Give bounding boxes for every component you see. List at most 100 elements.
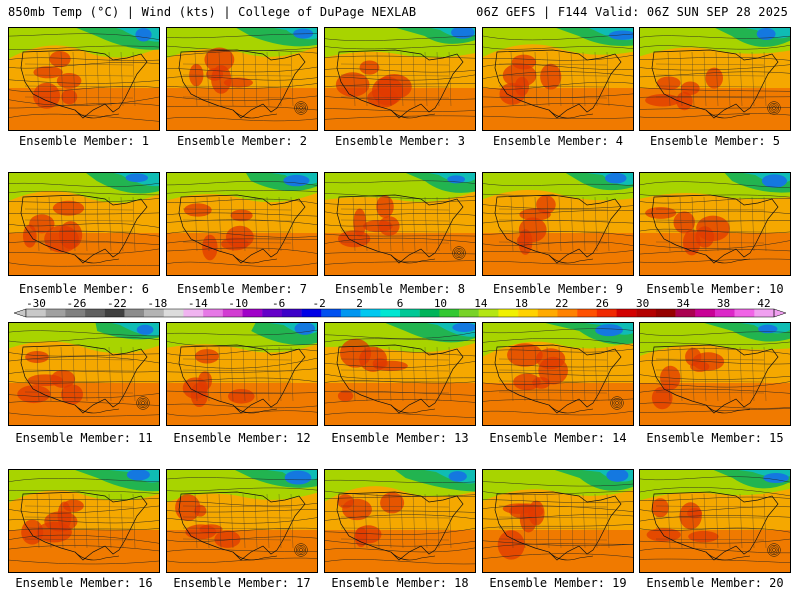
ensemble-member-label: Ensemble Member: 13: [331, 431, 469, 445]
colorbar-tick-label: 18: [514, 297, 528, 310]
ensemble-map-panel: [166, 322, 318, 426]
ensemble-map-panel: [8, 322, 160, 426]
ensemble-map-panel: [482, 322, 634, 426]
colorbar-swatch: [104, 309, 125, 317]
ensemble-member-label: Ensemble Member: 6: [18, 282, 150, 296]
map-image: [9, 173, 159, 275]
colorbar-swatch: [281, 309, 302, 317]
colorbar-tick-label: 2: [356, 297, 363, 310]
colorbar-tick-label: -26: [66, 297, 87, 310]
valid-time-title: 06Z GEFS | F144 Valid: 06Z SUN SEP 28 20…: [476, 5, 788, 19]
colorbar-swatch: [754, 309, 775, 317]
ensemble-member-label: Ensemble Member: 14: [489, 431, 627, 445]
colorbar-swatch: [675, 309, 696, 317]
ensemble-map-panel: [166, 27, 318, 131]
colorbar-swatch: [557, 309, 578, 317]
colorbar-swatch: [262, 309, 283, 317]
map-image: [640, 470, 790, 572]
colorbar-swatch: [439, 309, 460, 317]
colorbar-swatch: [203, 309, 224, 317]
map-title: 850mb Temp (°C) | Wind (kts) | College o…: [8, 5, 417, 19]
map-image: [640, 28, 790, 130]
map-image: [640, 323, 790, 425]
colorbar-swatch: [301, 309, 322, 317]
colorbar-swatch: [616, 309, 637, 317]
colorbar-swatch: [242, 309, 263, 317]
ensemble-member-label: Ensemble Member: 17: [173, 576, 311, 590]
colorbar-swatch: [124, 309, 145, 317]
ensemble-map-panel: [639, 469, 791, 573]
colorbar-swatch: [85, 309, 105, 317]
map-image: [167, 323, 317, 425]
colorbar-swatch: [655, 309, 676, 317]
ensemble-member-label: Ensemble Member: 1: [18, 134, 150, 148]
colorbar-tick-label: -14: [187, 297, 208, 310]
map-image: [640, 173, 790, 275]
colorbar-swatch: [459, 309, 479, 317]
colorbar-swatch: [163, 309, 184, 317]
colorbar-swatch: [360, 309, 381, 317]
map-image: [167, 28, 317, 130]
colorbar-swatch: [26, 309, 46, 317]
colorbar-tick-label: 26: [595, 297, 609, 310]
ensemble-member-label: Ensemble Member: 7: [176, 282, 308, 296]
ensemble-member-label: Ensemble Member: 10: [646, 282, 784, 296]
map-image: [483, 28, 633, 130]
colorbar-swatch: [340, 309, 361, 317]
colorbar-tick-label: -18: [147, 297, 168, 310]
map-image: [483, 173, 633, 275]
colorbar-swatch: [695, 309, 716, 317]
colorbar-swatch: [144, 309, 164, 317]
colorbar-swatch: [45, 309, 66, 317]
ensemble-member-label: Ensemble Member: 19: [489, 576, 627, 590]
ensemble-map-panel: [639, 172, 791, 276]
ensemble-map-panel: [324, 27, 476, 131]
colorbar-swatch: [321, 309, 342, 317]
colorbar-tick-label: 42: [757, 297, 771, 310]
ensemble-map-panel: [482, 469, 634, 573]
colorbar-tick-label: 10: [433, 297, 448, 310]
colorbar-swatch: [537, 309, 558, 317]
ensemble-member-label: Ensemble Member: 5: [649, 134, 781, 148]
map-image: [9, 323, 159, 425]
map-image: [9, 470, 159, 572]
ensemble-map-panel: [482, 27, 634, 131]
colorbar-swatch: [478, 309, 499, 317]
ensemble-map-panel: [8, 27, 160, 131]
map-image: [483, 323, 633, 425]
map-image: [167, 173, 317, 275]
colorbar-swatch: [577, 309, 598, 317]
map-image: [325, 173, 475, 275]
ensemble-map-panel: [482, 172, 634, 276]
ensemble-member-label: Ensemble Member: 3: [334, 134, 466, 148]
ensemble-map-panel: [8, 172, 160, 276]
colorbar-swatch: [734, 309, 755, 317]
colorbar-swatch: [518, 309, 538, 317]
ensemble-member-label: Ensemble Member: 11: [15, 431, 153, 445]
colorbar-tick-label: 38: [716, 297, 731, 310]
ensemble-member-label: Ensemble Member: 8: [334, 282, 466, 296]
map-image: [483, 470, 633, 572]
colorbar-tick-label: -22: [106, 297, 127, 310]
colorbar-swatch: [65, 309, 86, 317]
colorbar-tick-label: 34: [676, 297, 690, 310]
colorbar-swatch: [714, 309, 735, 317]
colorbar-arrow-right: [773, 308, 787, 318]
ensemble-map-panel: [324, 322, 476, 426]
colorbar-swatch: [498, 309, 519, 317]
map-image: [325, 323, 475, 425]
colorbar-swatch: [183, 309, 204, 317]
colorbar-tick-label: 6: [396, 297, 404, 310]
colorbar-tick-label: 14: [474, 297, 488, 310]
colorbar-swatch: [596, 309, 617, 317]
colorbar-tick-label: -2: [312, 297, 326, 310]
ensemble-map-panel: [324, 469, 476, 573]
ensemble-map-panel: [639, 322, 791, 426]
ensemble-member-label: Ensemble Member: 12: [173, 431, 311, 445]
ensemble-map-panel: [324, 172, 476, 276]
colorbar-tick-label: 22: [555, 297, 569, 310]
ensemble-member-label: Ensemble Member: 16: [15, 576, 153, 590]
colorbar-tick-label: -6: [272, 297, 286, 310]
temperature-colorbar: [13, 308, 787, 318]
ensemble-member-label: Ensemble Member: 2: [176, 134, 308, 148]
